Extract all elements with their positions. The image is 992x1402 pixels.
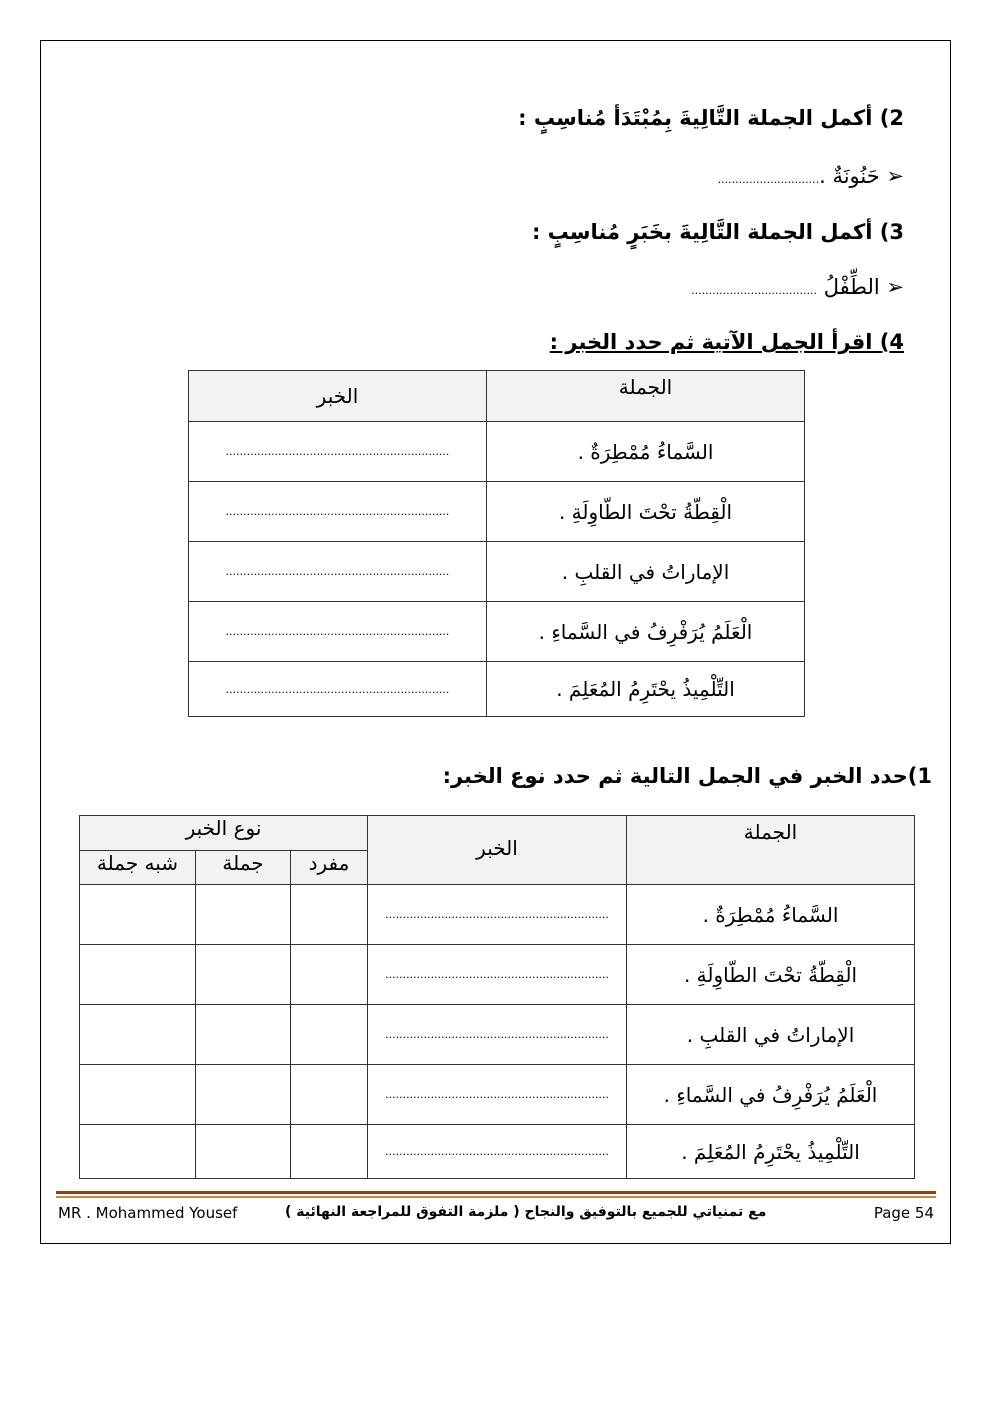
table-row: الْقِطّةُ تحْتَ الطّاوِلَةِ ............… [79, 944, 915, 1005]
q3-item: ➢ الطِّفْلُ ............................… [691, 275, 904, 299]
answer-blank[interactable]: ........................................… [188, 421, 487, 482]
phrase-cell[interactable] [79, 1124, 196, 1179]
bullet-arrow-icon: ➢ [879, 275, 904, 299]
single-cell[interactable] [290, 884, 368, 945]
answer-blank[interactable]: ........................................… [367, 1004, 627, 1065]
phrase-cell[interactable] [79, 1004, 196, 1065]
header-clause: جملة [195, 850, 291, 885]
q2-blank[interactable]: ............................. [717, 173, 820, 186]
sentence-cell: التِّلْمِيذُ يحْتَرِمُ المُعَلِمَ . [486, 661, 805, 717]
table-row: التِّلْمِيذُ يحْتَرِمُ المُعَلِمَ ......… [188, 661, 805, 717]
answer-blank[interactable]: ........................................… [367, 884, 627, 945]
sentence-cell: الإماراتُ في القلبِ . [626, 1004, 915, 1065]
sentence-cell: الإماراتُ في القلبِ . [486, 541, 805, 602]
q3-title: 3) أكمل الجملة التَّالِيةَ بخَبَرٍ مُناس… [531, 220, 904, 244]
q1-table: الجملة الخبر نوع الخبر مفرد جملة شبه جمل… [79, 815, 915, 1179]
table-row: السَّماءُ مُمْطِرَةٌ ...................… [79, 884, 915, 945]
q4-title: 4) اقرأ الجمل الآتية ثم حدد الخبر : [549, 330, 904, 354]
footer-author: MR . Mohammed Yousef [58, 1204, 238, 1222]
phrase-cell[interactable] [79, 1064, 196, 1125]
table-row: الإماراتُ في القلبِ ....................… [79, 1004, 915, 1065]
table-row: التِّلْمِيذُ يحْتَرِمُ المُعَلِمَ ......… [79, 1124, 915, 1179]
clause-cell[interactable] [195, 944, 291, 1005]
footer-note: مع تمنياتي للجميع بالتوفيق والنجاح ( ملز… [285, 1204, 767, 1220]
q2-title: 2) أكمل الجملة التَّالِيةَ بِمُبْتَدَأ م… [518, 106, 904, 130]
clause-cell[interactable] [195, 884, 291, 945]
page-number: Page 54 [873, 1204, 934, 1222]
sentence-cell: الْعَلَمُ يُرَفْرِفُ في السَّماءِ . [486, 601, 805, 662]
header-sentence: الجملة [626, 815, 915, 885]
single-cell[interactable] [290, 1004, 368, 1065]
header-sentence: الجملة [486, 370, 805, 422]
q2-item: ➢ حَنُونَةٌ ............................… [718, 164, 904, 188]
footer-rule-secondary [56, 1196, 936, 1198]
answer-blank[interactable]: ........................................… [188, 661, 487, 717]
table-row: الْعَلَمُ يُرَفْرِفُ في السَّماءِ ......… [79, 1064, 915, 1125]
clause-cell[interactable] [195, 1004, 291, 1065]
answer-blank[interactable]: ........................................… [188, 541, 487, 602]
answer-blank[interactable]: ........................................… [367, 1064, 627, 1125]
page-frame [40, 40, 951, 1244]
clause-cell[interactable] [195, 1124, 291, 1179]
clause-cell[interactable] [195, 1064, 291, 1125]
q2-item-text: حَنُونَةٌ . [819, 164, 880, 188]
bullet-arrow-icon: ➢ [879, 164, 904, 188]
header-predicate: الخبر [188, 370, 487, 422]
sentence-cell: الْقِطّةُ تحْتَ الطّاوِلَةِ . [626, 944, 915, 1005]
q4-table: الجملة الخبر السَّماءُ مُمْطِرَةٌ .......… [188, 370, 805, 717]
table-row: السَّماءُ مُمْطِرَةٌ ...................… [188, 421, 805, 482]
sentence-cell: الْعَلَمُ يُرَفْرِفُ في السَّماءِ . [626, 1064, 915, 1125]
single-cell[interactable] [290, 944, 368, 1005]
footer-rule [56, 1191, 936, 1194]
q3-item-text: الطِّفْلُ [823, 275, 880, 299]
header-phrase: شبه جملة [79, 850, 196, 885]
single-cell[interactable] [290, 1064, 368, 1125]
phrase-cell[interactable] [79, 884, 196, 945]
answer-blank[interactable]: ........................................… [188, 601, 487, 662]
table-row: الإماراتُ في القلبِ ....................… [188, 541, 805, 602]
header-type: نوع الخبر [79, 815, 368, 851]
phrase-cell[interactable] [79, 944, 196, 1005]
header-single: مفرد [290, 850, 368, 885]
answer-blank[interactable]: ........................................… [367, 944, 627, 1005]
sentence-cell: السَّماءُ مُمْطِرَةٌ . [486, 421, 805, 482]
table-row: الْقِطّةُ تحْتَ الطّاوِلَةِ ............… [188, 481, 805, 542]
table-row: الْعَلَمُ يُرَفْرِفُ في السَّماءِ ......… [188, 601, 805, 662]
header-predicate: الخبر [367, 815, 627, 885]
sentence-cell: الْقِطّةُ تحْتَ الطّاوِلَةِ . [486, 481, 805, 542]
single-cell[interactable] [290, 1124, 368, 1179]
sentence-cell: السَّماءُ مُمْطِرَةٌ . [626, 884, 915, 945]
answer-blank[interactable]: ........................................… [367, 1124, 627, 1179]
answer-blank[interactable]: ........................................… [188, 481, 487, 542]
q1-title: 1)حدد الخبر في الجمل التالية ثم حدد نوع … [442, 764, 932, 788]
q3-blank[interactable]: .................................... [691, 284, 818, 297]
sentence-cell: التِّلْمِيذُ يحْتَرِمُ المُعَلِمَ . [626, 1124, 915, 1179]
